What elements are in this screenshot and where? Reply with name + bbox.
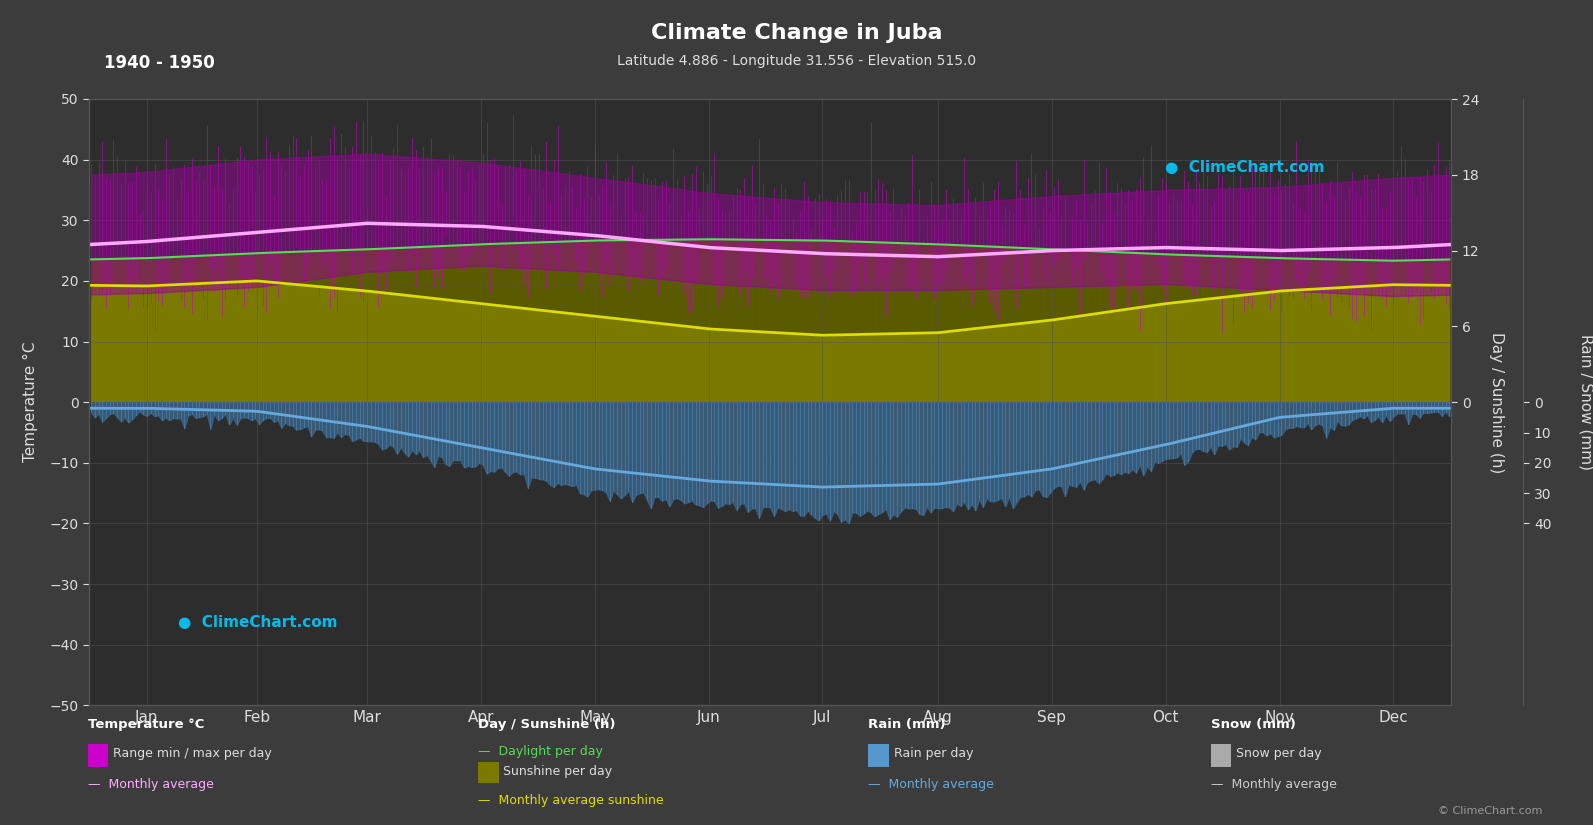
Text: —  Monthly average: — Monthly average <box>88 778 213 791</box>
Text: 1940 - 1950: 1940 - 1950 <box>104 54 215 72</box>
Text: —  Monthly average: — Monthly average <box>1211 778 1337 791</box>
Text: Snow (mm): Snow (mm) <box>1211 718 1295 731</box>
Text: —  Monthly average: — Monthly average <box>868 778 994 791</box>
Y-axis label: Temperature °C: Temperature °C <box>24 342 38 463</box>
Text: Sunshine per day: Sunshine per day <box>503 766 613 779</box>
Text: —  Monthly average sunshine: — Monthly average sunshine <box>478 794 664 808</box>
Text: Rain (mm): Rain (mm) <box>868 718 946 731</box>
Text: Range min / max per day: Range min / max per day <box>113 747 272 761</box>
Text: ●  ClimeChart.com: ● ClimeChart.com <box>178 615 338 629</box>
Text: Snow per day: Snow per day <box>1236 747 1322 761</box>
Text: —  Daylight per day: — Daylight per day <box>478 745 602 758</box>
Text: ●  ClimeChart.com: ● ClimeChart.com <box>1164 160 1325 175</box>
Text: Latitude 4.886 - Longitude 31.556 - Elevation 515.0: Latitude 4.886 - Longitude 31.556 - Elev… <box>616 54 977 68</box>
Text: Day / Sunshine (h): Day / Sunshine (h) <box>478 718 615 731</box>
Text: Rain per day: Rain per day <box>894 747 973 761</box>
Text: © ClimeChart.com: © ClimeChart.com <box>1437 806 1542 816</box>
Text: Temperature °C: Temperature °C <box>88 718 204 731</box>
Text: Climate Change in Juba: Climate Change in Juba <box>652 23 941 43</box>
Y-axis label: Rain / Snow (mm): Rain / Snow (mm) <box>1579 334 1593 470</box>
Y-axis label: Day / Sunshine (h): Day / Sunshine (h) <box>1489 332 1504 473</box>
